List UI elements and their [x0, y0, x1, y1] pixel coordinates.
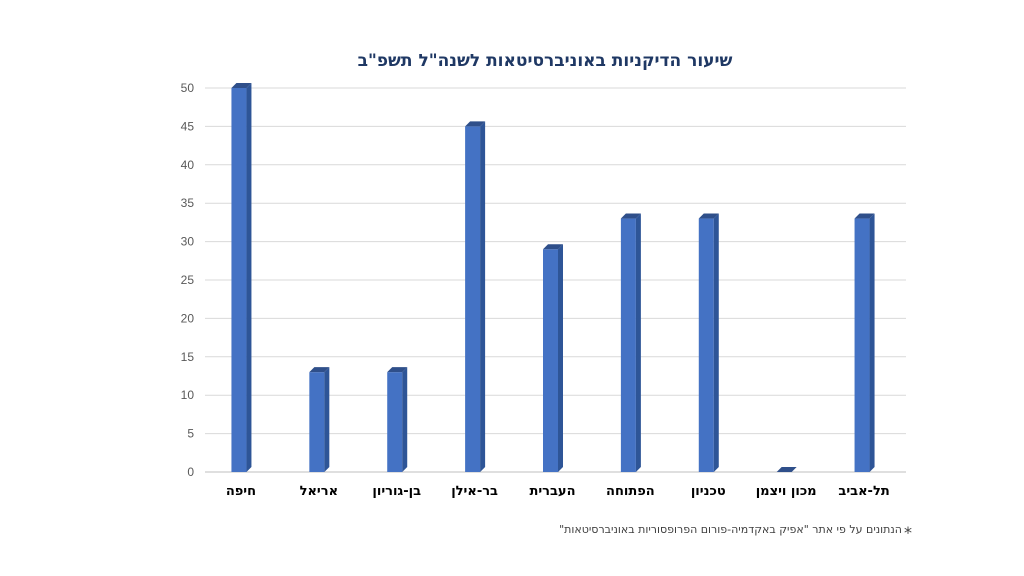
bar: [776, 467, 797, 472]
bar-top: [698, 213, 719, 219]
y-tick-label: 25: [181, 273, 195, 287]
y-tick-label: 40: [181, 158, 195, 172]
bar-front: [465, 126, 481, 473]
bar-side: [402, 367, 408, 472]
footnote-marker: *: [904, 523, 912, 542]
y-tick-label: 10: [181, 388, 195, 402]
bar-front: [854, 218, 870, 472]
x-tick-label: בן-גוריון: [372, 484, 421, 499]
bar-front: [543, 249, 558, 472]
bars: [231, 83, 875, 473]
x-tick-label: העברית: [529, 484, 575, 499]
y-tick-label: 35: [181, 196, 195, 210]
bar-top: [620, 213, 641, 219]
y-axis-ticks: 0 5 10 15 20 25 30 35 40 45 50: [181, 81, 195, 479]
bar-front: [231, 88, 247, 472]
chart-title: שיעור הדיקניות באוניברסיטאות לשנה"ל תשפ"…: [358, 51, 733, 71]
y-tick-label: 20: [181, 311, 195, 325]
y-tick-label: 15: [181, 350, 195, 364]
bar-side: [869, 213, 875, 472]
x-tick-label: הפתוחה: [606, 484, 655, 499]
bar-top: [231, 83, 252, 88]
y-tick-label: 45: [181, 119, 195, 133]
bar-side: [324, 367, 330, 472]
x-axis-ticks: חיפה אריאל בן-גוריון בר-אילן העברית הפתוחה טכנ…: [226, 484, 890, 499]
bar-top: [854, 213, 875, 219]
bar-top: [543, 244, 563, 250]
bar-front: [620, 218, 636, 472]
bar-front: [309, 372, 325, 472]
y-tick-label: 0: [187, 465, 194, 479]
bar: [465, 121, 486, 473]
bar-side: [635, 213, 641, 472]
bar-side: [480, 121, 486, 473]
x-tick-label: בר-אילן: [451, 484, 498, 499]
bar-side: [713, 213, 719, 472]
x-tick-label: חיפה: [226, 484, 256, 499]
bar: [543, 244, 563, 472]
x-tick-label: תל-אביב: [838, 484, 889, 499]
bar-top: [387, 367, 408, 373]
bar: [620, 213, 641, 472]
bar: [854, 213, 875, 472]
bar-side: [558, 244, 563, 472]
y-tick-label: 30: [181, 235, 195, 249]
bar-front: [387, 372, 403, 472]
y-tick-label: 50: [181, 81, 195, 95]
bar-top: [465, 121, 486, 127]
x-tick-label: מכון ויצמן: [756, 484, 817, 499]
bar-front: [698, 218, 714, 472]
bar: [309, 367, 330, 472]
footnote-text: הנתונים על פי אתר "אפיק באקדמיה-פורום הפ…: [559, 523, 902, 536]
x-tick-label: אריאל: [300, 484, 338, 499]
bar: [387, 367, 408, 472]
bar: [698, 213, 719, 472]
bar: [231, 83, 252, 472]
footnote: *הנתונים על פי אתר "אפיק באקדמיה-פורום ה…: [559, 523, 912, 542]
y-tick-label: 5: [187, 427, 194, 441]
bar-top: [776, 467, 797, 472]
bar-side: [246, 83, 252, 472]
bar-top: [309, 367, 330, 373]
x-tick-label: טכניון: [691, 484, 726, 499]
